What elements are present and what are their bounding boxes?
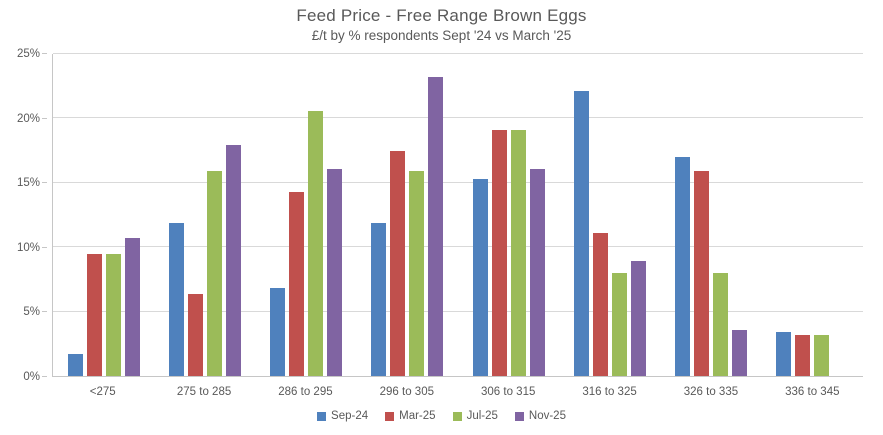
bar-mar-25: [694, 171, 710, 376]
bar-nov-25: [732, 329, 748, 376]
bar-jul-25: [510, 130, 526, 376]
bar-nov-25: [124, 238, 140, 376]
bar-nov-25: [327, 168, 343, 376]
bar-mar-25: [795, 334, 811, 376]
x-tick-label: 296 to 305: [379, 386, 434, 398]
bar-sep-24: [371, 222, 387, 376]
legend-label: Jul-25: [466, 410, 498, 422]
chart-subtitle: £/t by % respondents Sept '24 vs March '…: [311, 28, 572, 43]
bar-mar-25: [289, 191, 305, 376]
bar-jul-25: [713, 272, 729, 376]
legend-item: Jul-25: [452, 410, 498, 422]
x-tick-label: 306 to 315: [481, 386, 536, 398]
y-tick-label: 5%: [23, 306, 40, 319]
legend-item: Nov-25: [514, 410, 566, 422]
legend: Sep-24 Mar-25 Jul-25 Nov-25: [0, 410, 883, 422]
x-axis-labels: <275 275 to 285 286 to 295 296 to 305 306 to…: [52, 386, 863, 398]
legend-item: Sep-24: [317, 410, 368, 422]
bar-sep-24: [776, 332, 792, 376]
legend-label: Mar-25: [399, 410, 436, 422]
bar-group: [661, 54, 762, 376]
legend-label: Sep-24: [331, 410, 369, 422]
bar-mar-25: [187, 293, 203, 376]
gridline: [53, 181, 863, 183]
bar-nov-25: [630, 261, 646, 376]
bar-groups: [53, 54, 863, 376]
x-tick-label: 286 to 295: [278, 386, 333, 398]
bar-nov-25: [529, 168, 545, 376]
y-tick-mark: [42, 182, 47, 184]
gridline: [53, 53, 863, 54]
legend-swatch-icon: [452, 411, 462, 421]
y-axis-labels: 0% 5% 10% 15% 20% 25%: [0, 48, 52, 383]
x-tick-label: <275: [89, 386, 116, 398]
y-tick-label: 10%: [16, 241, 40, 254]
plot-area: [52, 53, 863, 377]
y-tick-mark: [42, 246, 47, 248]
bar-sep-24: [472, 178, 488, 376]
bar-group: [53, 54, 154, 376]
gridline: [53, 246, 863, 248]
gridline: [53, 117, 863, 119]
chart-title: Feed Price - Free Range Brown Eggs: [296, 6, 587, 25]
bar-nov-25: [428, 77, 444, 376]
bar-group: [357, 54, 458, 376]
bar-group: [762, 54, 863, 376]
x-tick-label: 275 to 285: [176, 386, 232, 398]
bar-jul-25: [814, 334, 830, 376]
bar-mar-25: [86, 253, 102, 376]
legend-swatch-icon: [514, 411, 524, 421]
bar-jul-25: [206, 171, 222, 376]
gridline: [53, 310, 863, 312]
x-tick-label: 336 to 345: [785, 386, 840, 398]
bar-group: [256, 54, 357, 376]
bar-mar-25: [390, 150, 406, 376]
bar-sep-24: [168, 222, 184, 376]
bar-group: [559, 54, 660, 376]
bar-nov-25: [225, 145, 241, 376]
y-tick-label: 0%: [23, 371, 40, 383]
x-tick-label: 326 to 335: [683, 386, 739, 398]
bar-mar-25: [491, 130, 507, 376]
bar-group: [458, 54, 559, 376]
bar-jul-25: [409, 171, 425, 376]
legend-swatch-icon: [317, 411, 327, 421]
bar-sep-24: [675, 157, 691, 376]
bar-mar-25: [592, 233, 608, 376]
legend-item: Mar-25: [385, 410, 436, 422]
y-tick-label: 20%: [16, 112, 40, 125]
y-tick-mark: [42, 53, 47, 54]
bar-jul-25: [308, 110, 324, 376]
bar-sep-24: [270, 288, 286, 376]
y-tick-label: 25%: [16, 48, 40, 60]
y-tick-mark: [42, 376, 47, 377]
bar-sep-24: [573, 91, 589, 376]
y-tick-label: 15%: [16, 177, 40, 190]
x-tick-label: 316 to 325: [582, 386, 637, 398]
bar-jul-25: [105, 253, 121, 376]
bar-group: [154, 54, 255, 376]
legend-label: Nov-25: [528, 410, 566, 422]
y-tick-mark: [42, 311, 47, 313]
bar-sep-24: [67, 354, 83, 376]
y-tick-mark: [42, 117, 47, 119]
legend-swatch-icon: [385, 411, 395, 421]
bar-jul-25: [611, 272, 627, 376]
